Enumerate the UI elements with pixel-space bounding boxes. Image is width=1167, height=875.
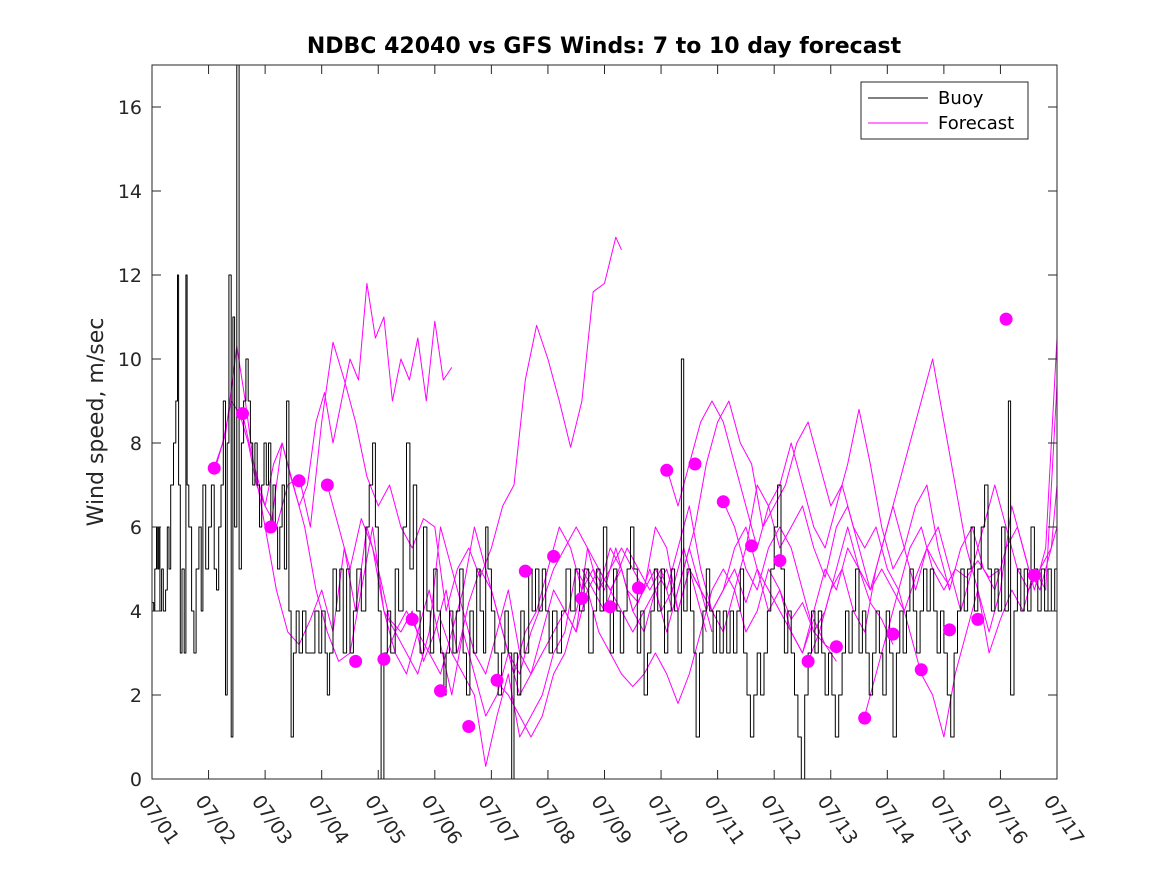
plot-area xyxy=(152,65,1057,779)
forecast-marker-point xyxy=(207,461,221,475)
forecast-marker-point xyxy=(490,673,504,687)
forecast-marker-point xyxy=(943,623,957,637)
y-tick-label: 12 xyxy=(118,265,142,287)
x-tick-label: 07/16 xyxy=(982,791,1031,848)
legend-forecast-label: Forecast xyxy=(938,113,1014,134)
y-tick-label: 10 xyxy=(118,349,142,371)
legend-box xyxy=(860,81,1029,140)
forecast-marker-point xyxy=(236,407,249,421)
buoy-series-line xyxy=(152,65,1057,779)
x-tick-label: 07/03 xyxy=(247,791,296,848)
legend: Buoy Forecast xyxy=(860,81,1029,140)
y-tick-label: 0 xyxy=(130,769,142,791)
y-tick-label: 4 xyxy=(130,601,142,623)
forecast-marker-point xyxy=(999,312,1013,326)
forecast-marker-point xyxy=(264,520,278,534)
x-tick-label: 07/14 xyxy=(869,791,918,848)
forecast-marker-point xyxy=(829,640,843,654)
x-tick-label: 07/17 xyxy=(1039,791,1088,848)
forecast-marker-point xyxy=(320,478,334,492)
x-tick-label: 07/07 xyxy=(473,791,522,848)
forecast-marker-point xyxy=(462,720,476,733)
forecast-marker-point xyxy=(1027,568,1041,582)
forecast-series-line xyxy=(581,400,1001,612)
x-tick-label: 07/08 xyxy=(530,791,579,848)
x-tick-label: 07/06 xyxy=(417,791,466,848)
forecast-series-line xyxy=(242,413,707,675)
y-tick-label: 16 xyxy=(118,97,142,119)
y-tick-label: 14 xyxy=(118,181,142,203)
forecast-marker-point xyxy=(433,684,447,698)
forecast-series-line xyxy=(807,337,1057,662)
x-tick-label: 07/09 xyxy=(586,791,635,848)
forecast-series-line xyxy=(864,384,1057,738)
forecast-marker-point xyxy=(547,549,561,563)
forecast-marker-point xyxy=(405,612,419,626)
forecast-marker-point xyxy=(745,539,759,553)
forecast-marker-point xyxy=(603,600,617,614)
x-tick-label: 07/02 xyxy=(190,791,239,848)
x-tick-label: 07/01 xyxy=(134,791,183,848)
x-tick-label: 07/04 xyxy=(304,791,353,848)
x-tick-label: 07/10 xyxy=(643,791,692,848)
forecast-marker-point xyxy=(971,612,985,626)
marker-layer xyxy=(207,312,1041,733)
x-tick-label: 07/05 xyxy=(360,791,409,848)
x-tick-label: 07/12 xyxy=(756,791,805,848)
forecast-marker-point xyxy=(377,652,391,666)
legend-buoy-label: Buoy xyxy=(938,88,984,109)
forecast-marker-point xyxy=(349,654,363,668)
x-tick-label: 07/13 xyxy=(813,791,862,848)
y-tick-label: 8 xyxy=(130,433,142,455)
forecast-marker-point xyxy=(914,663,928,677)
forecast-marker-point xyxy=(801,654,815,668)
forecast-marker-point xyxy=(660,463,674,477)
forecast-marker-point xyxy=(716,495,730,509)
forecast-series-line xyxy=(270,442,713,717)
forecast-marker-point xyxy=(518,564,532,578)
series-layer xyxy=(152,65,1057,779)
forecast-marker-point xyxy=(292,474,306,488)
forecast-marker-point xyxy=(773,554,787,568)
y-tick-label: 6 xyxy=(130,517,142,539)
forecast-marker-point xyxy=(688,457,702,471)
x-tick-label: 07/15 xyxy=(926,791,975,848)
forecast-marker-point xyxy=(575,591,589,605)
forecast-marker-point xyxy=(886,627,900,641)
forecast-marker-point xyxy=(631,581,645,595)
y-tick-label: 2 xyxy=(130,685,142,707)
forecast-series-line xyxy=(440,547,894,767)
x-tick-label: 07/11 xyxy=(700,791,749,848)
chart-title: NDBC 42040 vs GFS Winds: 7 to 10 day for… xyxy=(307,34,902,59)
forecast-series-line xyxy=(213,236,622,612)
forecast-marker-point xyxy=(858,711,872,725)
forecast-series-line xyxy=(213,282,453,507)
y-axis-label: Wind speed, m/sec xyxy=(84,318,109,527)
forecast-series-line xyxy=(666,400,1057,591)
